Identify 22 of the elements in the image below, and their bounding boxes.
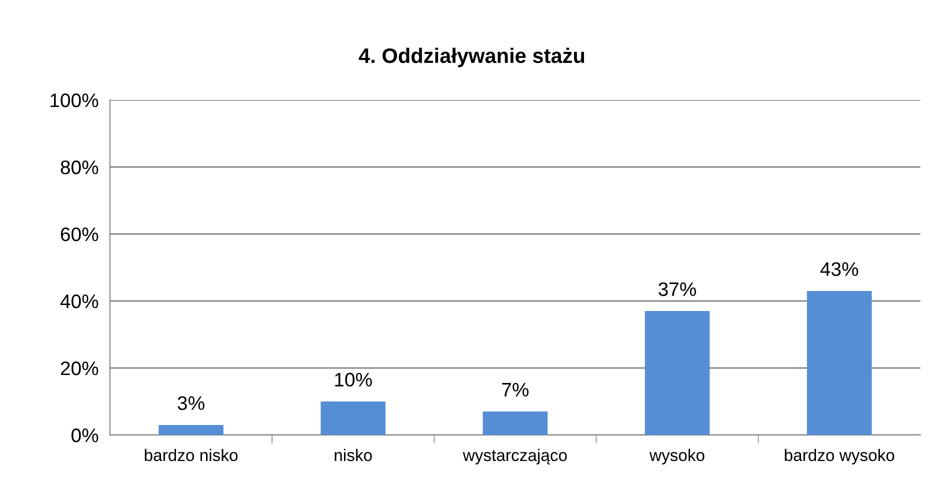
x-tick-label: bardzo nisko <box>144 448 238 462</box>
y-tick-label: 80% <box>60 160 98 174</box>
data-label: 10% <box>335 372 372 387</box>
data-label: 43% <box>820 262 858 276</box>
x-tick-label: wysoko <box>649 448 704 464</box>
x-tick-label: wystarczająco <box>462 448 567 464</box>
y-tick-label: 0% <box>72 428 98 442</box>
bar <box>806 290 872 435</box>
data-label: 7% <box>502 382 529 397</box>
data-label: 37% <box>658 282 696 296</box>
bar <box>644 311 710 435</box>
bar <box>320 402 386 435</box>
x-tick-label: bardzo wysoko <box>784 448 894 464</box>
data-label: 3% <box>178 396 204 410</box>
x-tick-label: nisko <box>334 448 372 462</box>
y-tick-label: 20% <box>60 361 98 376</box>
y-tick-label: 100% <box>50 93 98 108</box>
y-tick-label: 60% <box>60 227 98 242</box>
y-tick-label: 40% <box>60 294 98 308</box>
bar <box>482 412 548 435</box>
bar <box>158 424 224 435</box>
chart-title: 4. Oddziaływanie stażu <box>358 48 584 68</box>
